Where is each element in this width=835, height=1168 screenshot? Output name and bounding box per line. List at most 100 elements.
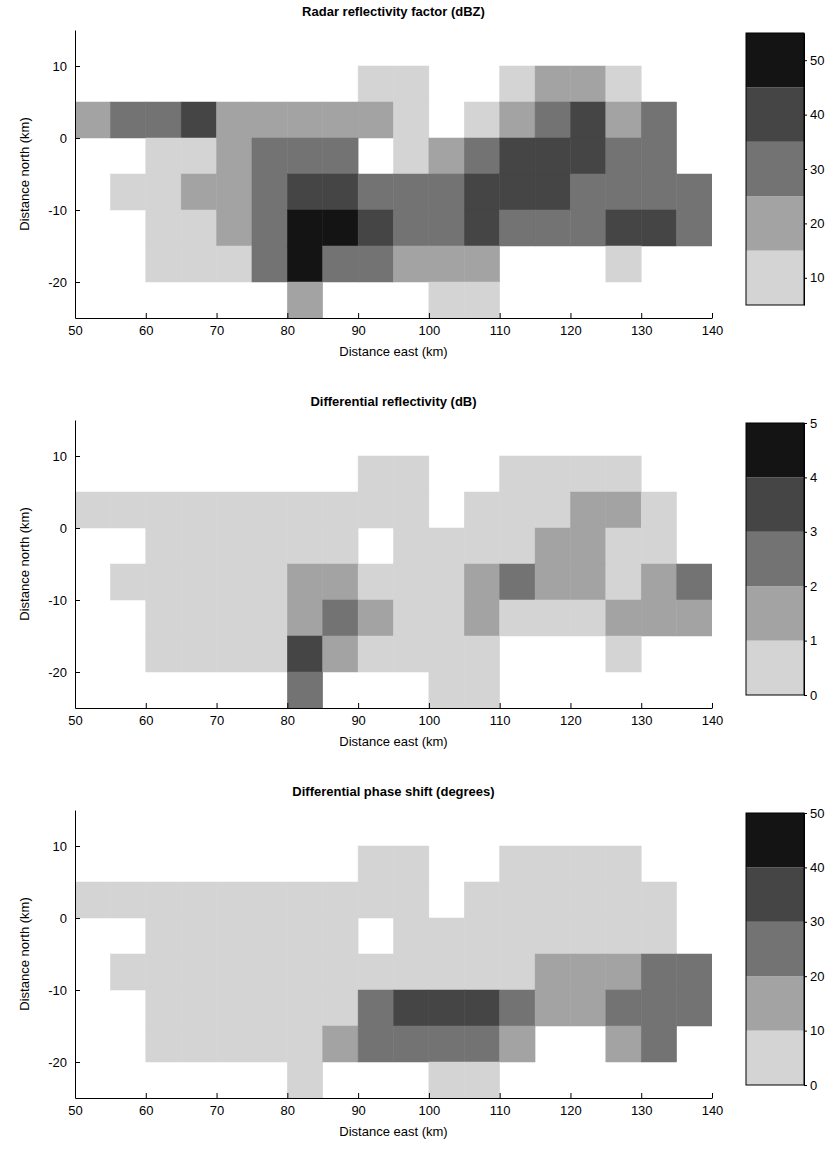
cell xyxy=(677,174,712,210)
cell xyxy=(570,66,605,102)
tick-label: 130 xyxy=(631,1103,653,1118)
tick-mark xyxy=(500,703,501,708)
cell xyxy=(146,138,181,174)
cell xyxy=(146,636,181,672)
cell xyxy=(146,564,181,600)
cell xyxy=(535,600,570,636)
cell xyxy=(287,1062,322,1098)
tick-mark xyxy=(75,1062,80,1063)
cell xyxy=(358,600,393,636)
tick: 10 xyxy=(53,59,80,74)
axis-line xyxy=(75,811,76,1099)
cell xyxy=(464,282,499,318)
cell xyxy=(75,882,110,918)
tick-mark xyxy=(804,278,807,279)
cell xyxy=(181,990,216,1026)
cell xyxy=(464,528,499,564)
cell xyxy=(500,990,535,1026)
colorbar-frame xyxy=(746,423,804,695)
tick-mark xyxy=(287,313,288,318)
tick-label: 120 xyxy=(560,1103,582,1118)
tick-label: 50 xyxy=(68,713,82,728)
tick-label: 10 xyxy=(810,1023,824,1038)
tick: 90 xyxy=(351,703,365,728)
cell xyxy=(429,636,464,672)
colorbar-band xyxy=(746,641,804,695)
colorbar: 012345 xyxy=(746,416,817,703)
tick-mark xyxy=(641,1093,642,1098)
tick: 120 xyxy=(560,703,582,728)
tick-label: 30 xyxy=(810,162,824,177)
cell xyxy=(323,102,358,138)
cell xyxy=(500,102,535,138)
cell xyxy=(146,246,181,282)
tick-label: 140 xyxy=(702,1103,724,1118)
tick-mark xyxy=(75,600,80,601)
cell xyxy=(641,918,676,954)
tick: 0 xyxy=(804,688,817,703)
tick-label: 0 xyxy=(810,1078,817,1093)
cell xyxy=(464,564,499,600)
tick-label: 50 xyxy=(68,323,82,338)
tick: 60 xyxy=(139,313,153,338)
tick-label: 60 xyxy=(139,1103,153,1118)
cell xyxy=(429,564,464,600)
cell xyxy=(570,174,605,210)
cell xyxy=(358,66,393,102)
cell xyxy=(323,492,358,528)
tick-label: 100 xyxy=(419,1103,441,1118)
cell xyxy=(217,1026,252,1062)
tick-label: -20 xyxy=(48,275,67,290)
cell xyxy=(535,174,570,210)
cell xyxy=(287,528,322,564)
cell xyxy=(641,138,676,174)
cell xyxy=(500,456,535,492)
cell xyxy=(181,210,216,246)
tick-mark xyxy=(712,1093,713,1098)
cell xyxy=(252,174,287,210)
tick-label: 60 xyxy=(139,323,153,338)
cell xyxy=(677,564,712,600)
tick: 130 xyxy=(631,703,653,728)
tick-mark xyxy=(75,210,80,211)
cell xyxy=(535,528,570,564)
x-axis-title: Distance east (km) xyxy=(339,734,447,749)
tick-label: 10 xyxy=(53,839,67,854)
cell xyxy=(358,210,393,246)
cell xyxy=(570,210,605,246)
cell xyxy=(606,918,641,954)
cell xyxy=(217,636,252,672)
y-axis: -20-10010 xyxy=(48,31,80,319)
tick-mark xyxy=(75,672,80,673)
cell xyxy=(252,492,287,528)
colorbar-band xyxy=(746,532,804,586)
colorbar-band xyxy=(746,423,804,477)
cell xyxy=(358,990,393,1026)
axis-line xyxy=(75,31,76,319)
cell xyxy=(535,138,570,174)
cell xyxy=(570,492,605,528)
cell xyxy=(606,882,641,918)
cell xyxy=(570,456,605,492)
cell xyxy=(110,564,145,600)
tick-mark xyxy=(712,703,713,708)
tick: 100 xyxy=(419,703,441,728)
cell xyxy=(358,174,393,210)
tick-mark xyxy=(358,313,359,318)
cell xyxy=(606,138,641,174)
cell xyxy=(181,246,216,282)
cell xyxy=(181,564,216,600)
tick-mark xyxy=(429,703,430,708)
cell xyxy=(535,954,570,990)
cell xyxy=(287,882,322,918)
tick-label: 120 xyxy=(560,323,582,338)
tick-label: 100 xyxy=(419,323,441,338)
tick: -20 xyxy=(48,1055,80,1070)
y-axis-title: Distance north (km) xyxy=(17,897,32,1010)
colorbar-axis: 012345 xyxy=(804,416,817,703)
cell xyxy=(535,66,570,102)
tick-mark xyxy=(146,1093,147,1098)
cell xyxy=(323,600,358,636)
cell xyxy=(287,954,322,990)
cell xyxy=(181,636,216,672)
